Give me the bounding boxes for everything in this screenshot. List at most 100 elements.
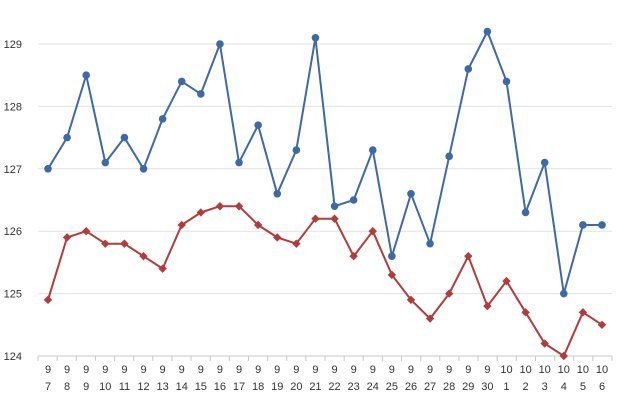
x-tick-label-month: 9 [236, 364, 242, 376]
x-tick-label-day: 8 [64, 381, 70, 393]
data-point [273, 233, 282, 242]
x-tick-label-day: 20 [290, 381, 302, 393]
data-point [82, 227, 91, 236]
data-point [502, 77, 511, 86]
x-tick-label-day: 13 [156, 381, 168, 393]
data-point [368, 146, 377, 154]
data-point [44, 165, 52, 173]
data-point [82, 71, 91, 79]
data-point [388, 252, 396, 260]
x-tick-label-day: 18 [252, 381, 264, 393]
x-tick-label-month: 9 [102, 364, 108, 376]
data-point [120, 239, 129, 248]
data-point [311, 33, 320, 42]
x-tick-label-month: 9 [446, 364, 452, 376]
x-tick-label-month: 9 [427, 364, 433, 376]
x-tick-label-day: 4 [561, 381, 567, 393]
x-tick-label-month: 9 [370, 364, 376, 376]
x-tick-label-month: 10 [577, 364, 589, 376]
data-point [464, 251, 473, 261]
x-tick-label-month: 9 [160, 364, 166, 376]
data-point [158, 115, 167, 123]
data-point [330, 214, 339, 223]
series-line [47, 205, 603, 357]
x-tick-label-day: 28 [443, 381, 455, 393]
x-tick-label-month: 10 [539, 364, 551, 376]
data-point [292, 146, 301, 154]
x-tick-label-month: 9 [198, 364, 204, 376]
data-point [425, 314, 435, 323]
data-point [521, 308, 530, 317]
x-tick-label-day: 24 [367, 381, 379, 393]
x-tick-label-day: 12 [137, 381, 149, 393]
data-point [216, 40, 224, 48]
x-tick-label-month: 9 [255, 364, 261, 376]
x-tick-label-month: 9 [408, 364, 414, 376]
y-tick-label: 127 [4, 164, 22, 176]
data-point [139, 165, 148, 173]
data-point [311, 214, 320, 223]
x-tick-label-day: 30 [481, 381, 493, 393]
x-tick-label-day: 22 [328, 381, 340, 393]
x-axis: 9798999109119129139149159169179189199209… [37, 356, 613, 393]
x-tick-label-day: 21 [309, 381, 321, 393]
x-tick-label-month: 9 [389, 364, 395, 376]
x-tick-label-month: 9 [179, 364, 185, 376]
data-point [521, 208, 530, 217]
data-point [540, 339, 549, 348]
x-tick-label-day: 15 [195, 381, 207, 393]
data-point [540, 158, 549, 167]
x-tick-label-day: 6 [599, 381, 605, 393]
data-point [177, 220, 186, 230]
x-tick-label-day: 1 [503, 381, 509, 393]
data-point [101, 239, 110, 248]
data-point [235, 158, 243, 167]
data-point [349, 196, 358, 204]
data-point [579, 221, 587, 229]
y-axis: 124 125 126 127 128 129 [4, 39, 22, 363]
x-tick-label-month: 9 [217, 364, 223, 376]
x-tick-label-month: 9 [312, 364, 318, 376]
y-tick-label: 124 [4, 351, 22, 363]
data-point [407, 189, 415, 198]
data-point [101, 158, 110, 167]
data-point [215, 202, 225, 211]
x-tick-label-day: 5 [580, 381, 586, 393]
data-point [464, 65, 473, 73]
data-point [234, 202, 244, 211]
x-tick-label-day: 14 [176, 381, 188, 393]
x-tick-label-month: 9 [293, 364, 299, 376]
data-point [253, 220, 263, 230]
y-tick-label: 126 [4, 226, 22, 238]
x-tick-label-month: 9 [64, 364, 70, 376]
x-tick-label-month: 9 [274, 364, 280, 376]
data-point [139, 251, 148, 261]
x-tick-label-day: 7 [45, 381, 51, 393]
data-point [483, 27, 492, 36]
x-tick-label-day: 26 [405, 381, 417, 393]
x-tick-label-day: 27 [424, 381, 436, 393]
x-tick-label-month: 9 [83, 364, 89, 376]
data-point [349, 251, 358, 261]
x-tick-label-month: 9 [465, 364, 471, 376]
data-point [158, 264, 167, 273]
x-tick-label-month: 10 [519, 364, 531, 376]
series-2 [43, 202, 607, 361]
y-tick-label: 125 [4, 289, 22, 301]
x-tick-label-month: 9 [140, 364, 146, 376]
x-tick-label-day: 25 [386, 381, 398, 393]
x-tick-label-month: 9 [331, 364, 337, 376]
x-tick-label-day: 3 [542, 381, 548, 393]
y-tick-label: 128 [4, 101, 22, 113]
x-tick-label-month: 9 [484, 364, 490, 376]
data-point [368, 227, 377, 236]
data-point [426, 239, 434, 248]
data-point [254, 121, 262, 129]
x-tick-label-month: 9 [121, 364, 127, 376]
x-tick-label-day: 16 [214, 381, 226, 393]
x-tick-label-month: 9 [45, 364, 51, 376]
data-point [406, 295, 416, 305]
data-point [598, 221, 606, 229]
data-point [445, 152, 453, 161]
